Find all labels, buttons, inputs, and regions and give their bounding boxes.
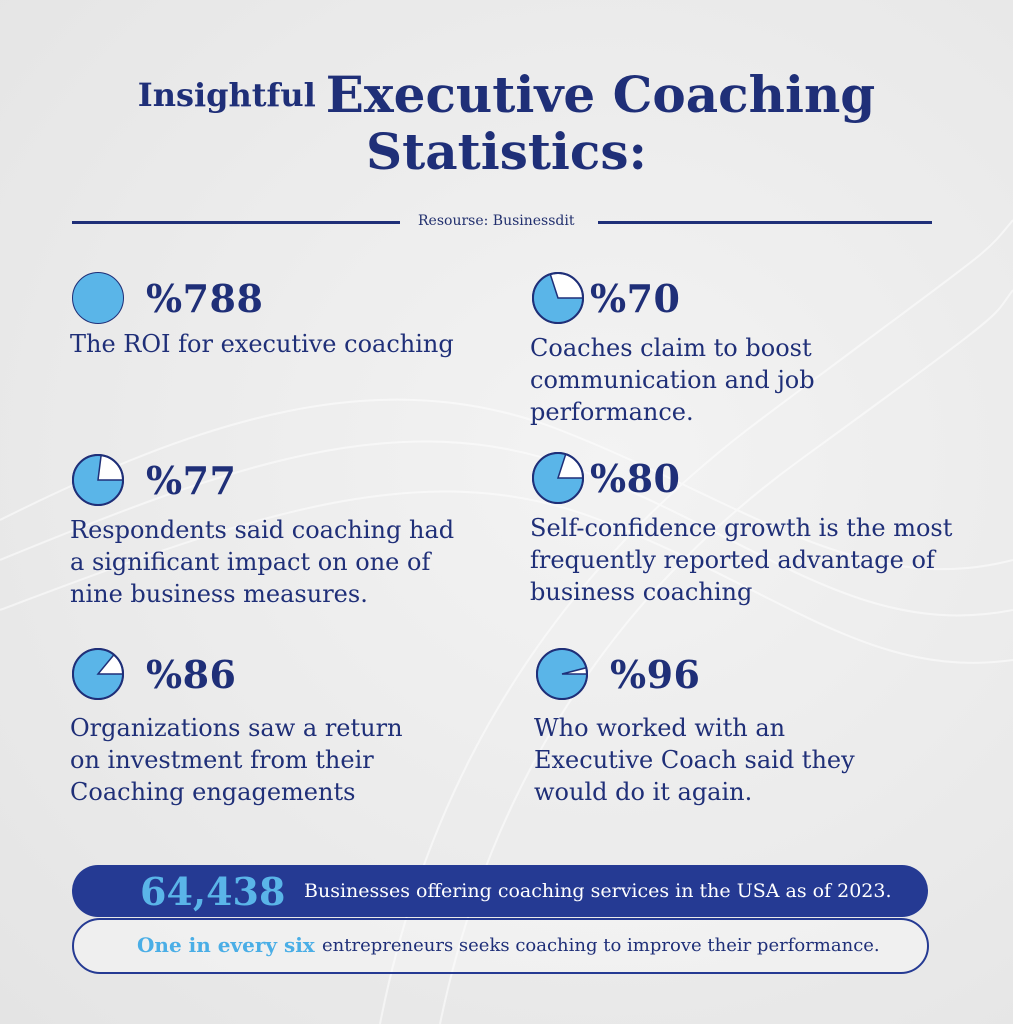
pie-outline	[72, 454, 124, 506]
pie-slice	[73, 273, 123, 323]
stat-percent: %77	[146, 457, 237, 503]
pie-chart-icon	[72, 454, 124, 506]
stat-description-line: a significant impact on one of	[70, 548, 431, 576]
stat-card: %788 The ROI for executive coaching	[70, 270, 454, 360]
divider-left	[72, 221, 400, 224]
entrepreneurs-highlight: One in every six	[137, 933, 315, 957]
stat-description-line: communication and job	[530, 366, 815, 394]
pie-chart-icon	[72, 648, 124, 700]
stat-description-line: nine business measures.	[70, 580, 368, 608]
stat-card: %86 Organizations saw a return on invest…	[70, 646, 403, 808]
stat-description-line: would do it again.	[534, 778, 753, 806]
stat-description-line: business coaching	[530, 578, 753, 606]
page-title: Insightful Executive Coaching Statistics:	[0, 70, 1013, 179]
stat-percent: %96	[610, 651, 701, 697]
stat-percent: %86	[146, 651, 237, 697]
stat-description-line: Executive Coach said they	[534, 746, 855, 774]
stat-card: %80 Self-confidence growth is the most f…	[530, 450, 952, 608]
title-prefix: Insightful	[137, 76, 316, 114]
stat-description-line: Respondents said coaching had	[70, 516, 455, 544]
pie-chart-icon	[536, 648, 588, 700]
stat-description-line: performance.	[530, 398, 694, 426]
stat-card: %70 Coaches claim to boost communication…	[530, 270, 815, 428]
pie-chart-icon	[532, 272, 584, 324]
pie-outline	[532, 452, 584, 504]
pie-chart-icon	[532, 452, 584, 504]
stat-card: %77 Respondents said coaching had a sign…	[70, 452, 454, 610]
stat-description-line: Coaching engagements	[70, 778, 356, 806]
pie-chart-icon	[72, 272, 124, 324]
source-divider: Resourse: Businessdit	[72, 212, 932, 232]
businesses-count-banner: 64,438 Businesses offering coaching serv…	[72, 865, 928, 917]
entrepreneurs-banner: One in every six entrepreneurs seeks coa…	[72, 918, 929, 974]
entrepreneurs-caption: entrepreneurs seeks coaching to improve …	[322, 935, 880, 956]
stat-description-line: Coaches claim to boost	[530, 334, 812, 362]
stat-description-line: on investment from their	[70, 746, 374, 774]
divider-right	[598, 221, 932, 224]
pie-outline	[536, 648, 588, 700]
pie-outline	[532, 272, 584, 324]
stat-card: %96 Who worked with an Executive Coach s…	[534, 646, 855, 808]
title-main: Executive Coaching	[325, 65, 876, 124]
stat-percent: %788	[146, 275, 264, 321]
stat-percent: %70	[590, 275, 681, 321]
stat-description-line: Self-confidence growth is the most	[530, 514, 953, 542]
source-label: Resourse: Businessdit	[418, 213, 575, 229]
businesses-count-caption: Businesses offering coaching services in…	[304, 880, 892, 902]
stat-description-line: Organizations saw a return	[70, 714, 403, 742]
stat-description-line: Who worked with an	[534, 714, 786, 742]
businesses-count: 64,438	[140, 869, 286, 914]
stat-description-line: frequently reported advantage of	[530, 546, 935, 574]
stat-description-line: The ROI for executive coaching	[70, 330, 454, 358]
pie-outline	[72, 648, 124, 700]
stat-percent: %80	[590, 455, 681, 501]
title-line-two: Statistics:	[366, 122, 647, 181]
